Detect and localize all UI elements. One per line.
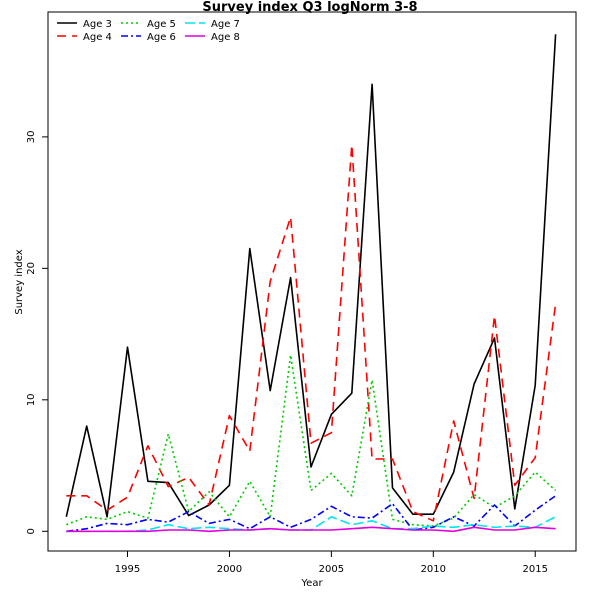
legend-label: Age 5 (147, 19, 176, 30)
legend-label: Age 4 (83, 32, 112, 43)
x-axis-label: Year (300, 578, 323, 589)
x-tick-label: 2010 (421, 564, 446, 575)
y-tick-label: 0 (26, 528, 37, 534)
x-tick-label: 2005 (319, 564, 344, 575)
legend-label: Age 7 (211, 19, 240, 30)
y-axis: 0 10 20 30 (26, 131, 48, 534)
legend-label: Age 6 (147, 32, 176, 43)
series-line-age-8 (66, 526, 556, 533)
x-tick-label: 1995 (115, 564, 140, 575)
legend: Age 3 Age 4 Age 5 Age 6 Age 7 Age 8 (57, 19, 240, 43)
y-axis-label: Survey index (14, 249, 25, 314)
x-tick-label: 2000 (217, 564, 242, 575)
chart-title: Survey index Q3 logNorm 3-8 (202, 0, 417, 15)
series-lines (65, 34, 557, 533)
y-tick-label: 20 (26, 262, 37, 275)
x-axis: 1995 2000 2005 2010 2015 (115, 551, 548, 575)
legend-label: Age 3 (83, 19, 112, 30)
legend-label: Age 8 (211, 32, 240, 43)
x-tick-label: 2015 (523, 564, 548, 575)
plot-frame (47, 11, 577, 552)
series-line-age-5 (66, 354, 557, 527)
y-tick-label: 10 (26, 393, 37, 406)
series-line-age-4 (66, 144, 557, 522)
series-line-age-6 (66, 495, 557, 533)
y-tick-label: 30 (26, 131, 37, 144)
series-line-age-3 (65, 34, 557, 518)
